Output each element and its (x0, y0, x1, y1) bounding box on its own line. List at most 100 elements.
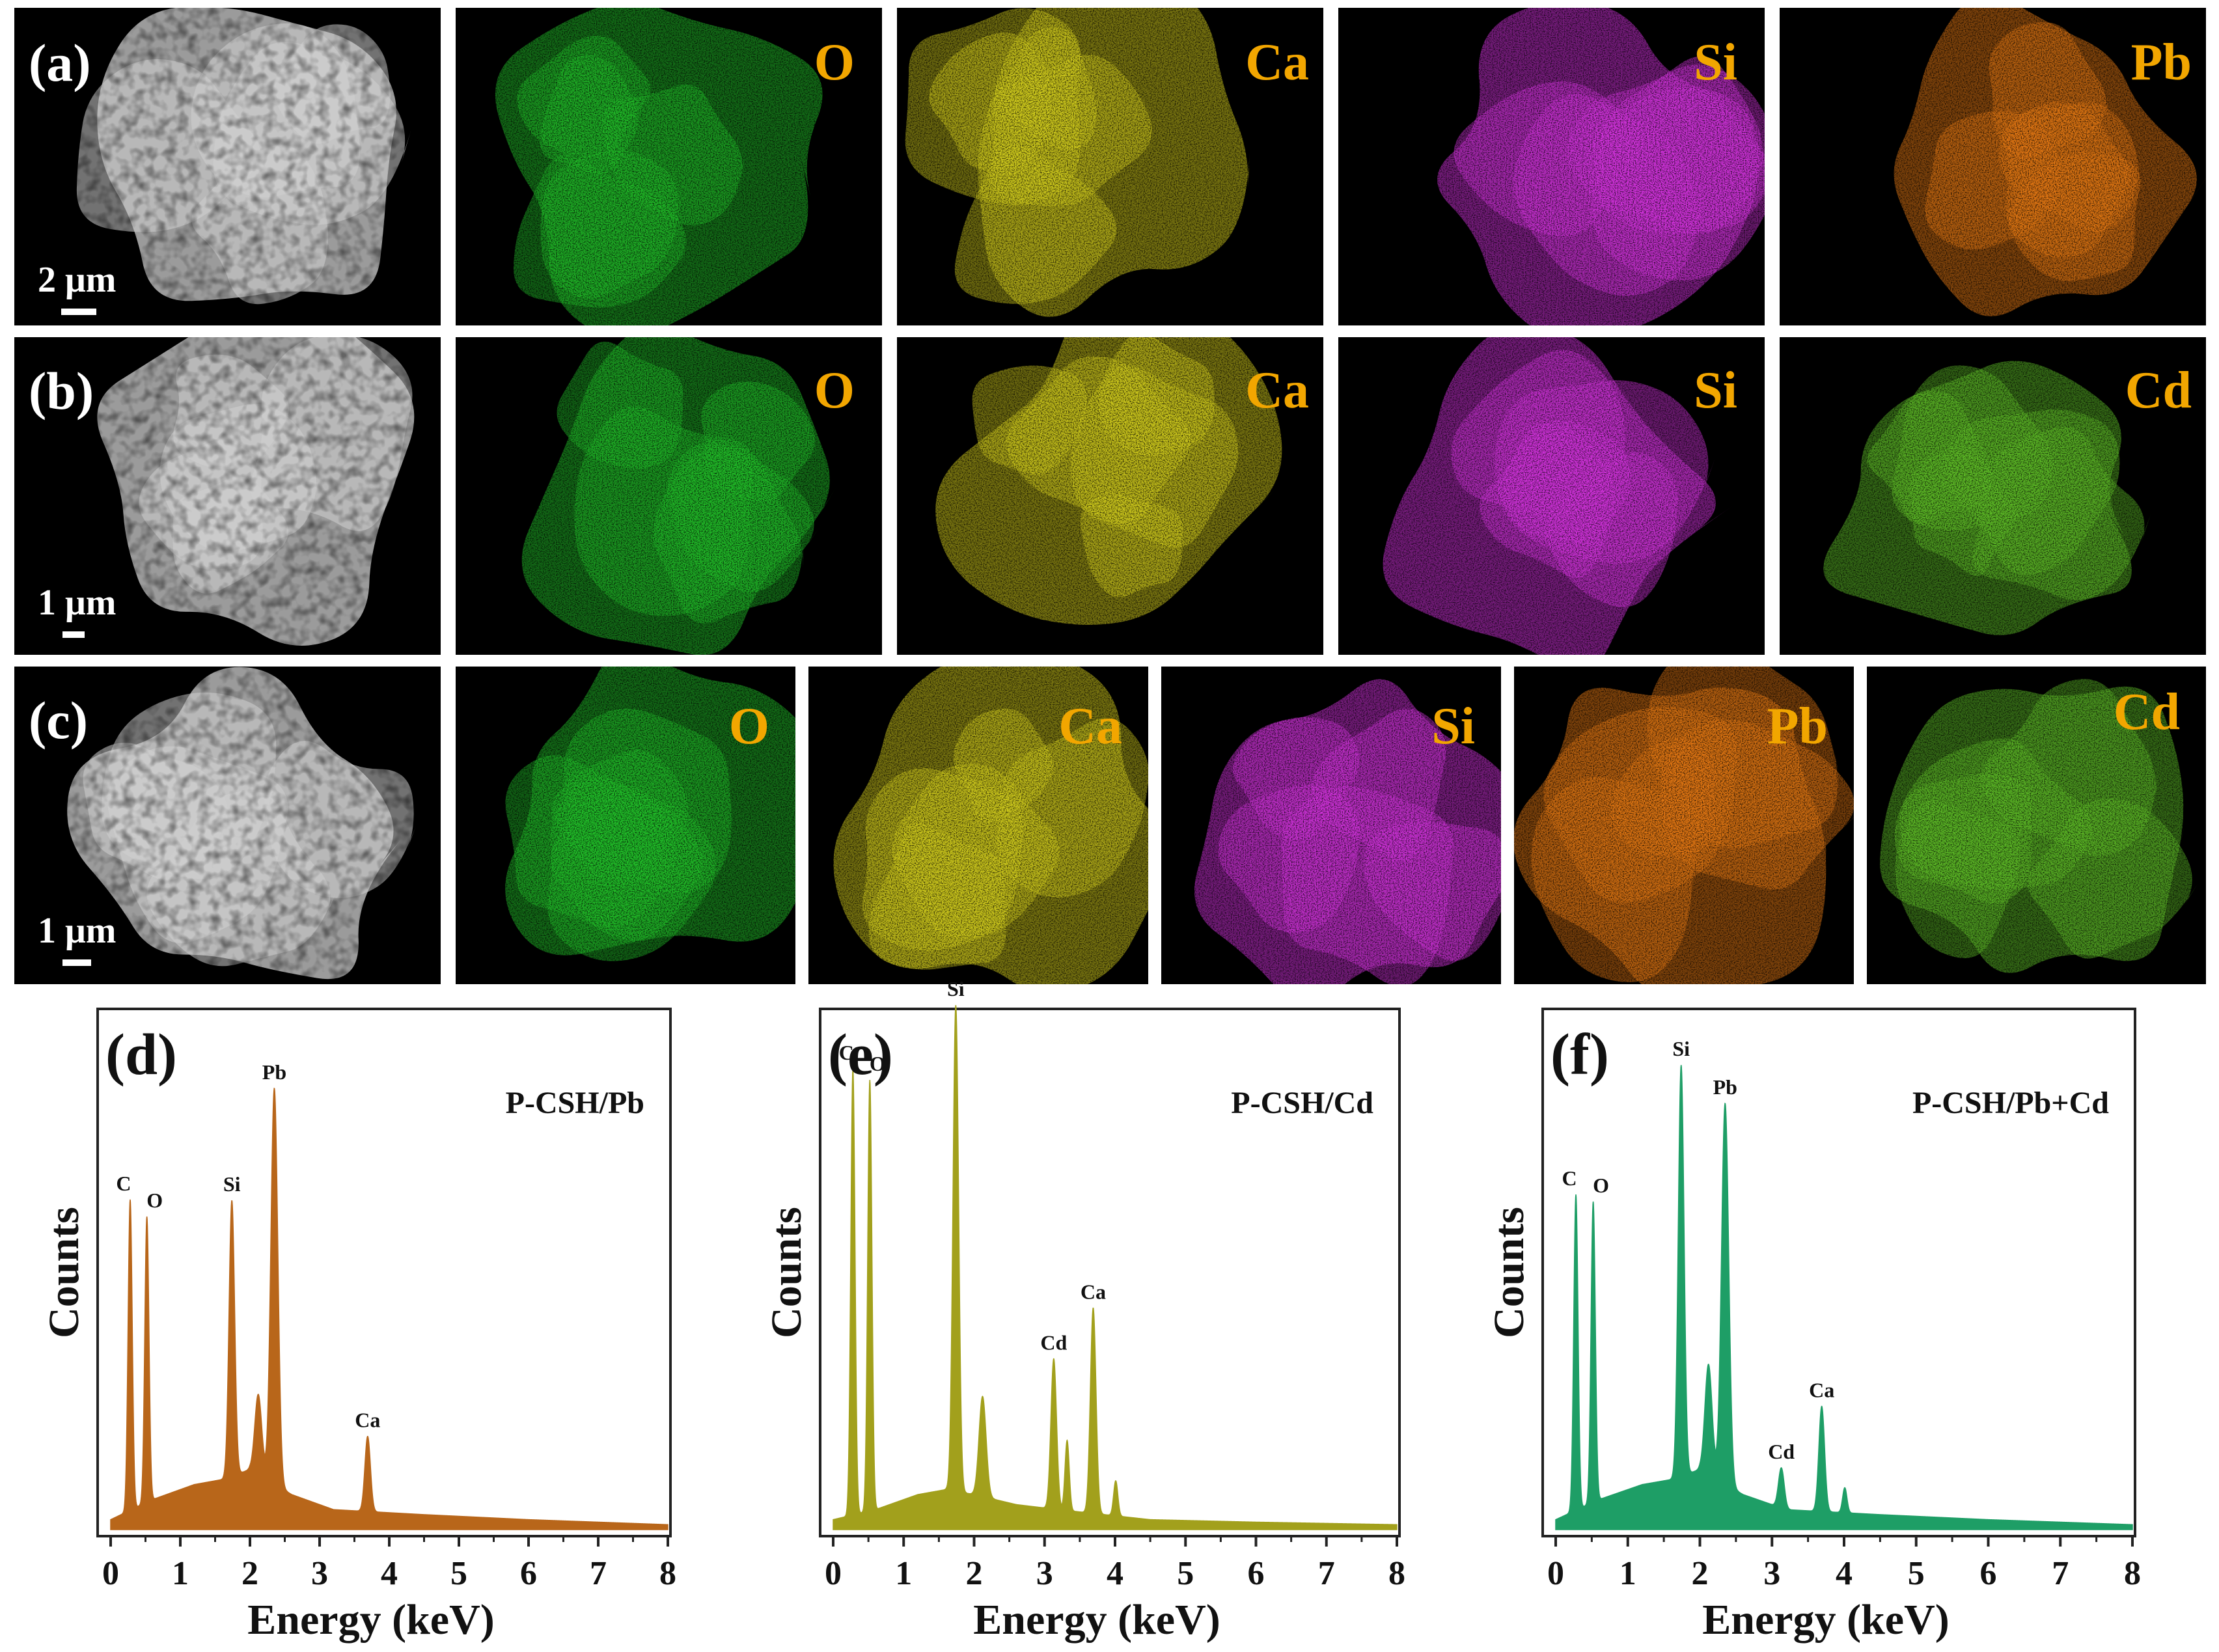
plot-frame (1541, 1008, 2136, 1537)
peak-label: O (1593, 1174, 1609, 1197)
x-tick-label: 2 (241, 1555, 258, 1592)
peak-label: Cd (1040, 1330, 1067, 1354)
peak-label: C (839, 1041, 854, 1064)
peak-label: C (1562, 1166, 1577, 1190)
elemental-map-texture (456, 337, 882, 655)
spectrum-area (833, 1005, 1398, 1530)
eds-spectrum-plot: 0 1 2 3 4 5 6 7 8 Energy (keV) Counts (e) P-CSH/Cd C O… (763, 977, 1405, 1644)
element-label-c-cd: Cd (2113, 683, 2180, 741)
elemental-map-texture (456, 667, 795, 984)
element-label-a-pb: Pb (2130, 34, 2192, 91)
element-label-b-ca: Ca (1245, 362, 1309, 419)
map-c-si: Si (1161, 667, 1501, 984)
scale-bar-b (62, 631, 85, 638)
elemental-map-texture (1338, 337, 1765, 655)
peak-label: O (870, 1052, 886, 1075)
x-tick-label: 5 (450, 1555, 467, 1592)
x-tick-label: 8 (659, 1555, 676, 1592)
element-label-b-o: O (814, 362, 855, 419)
element-label-c-o: O (728, 698, 769, 755)
panel-label: (e) (828, 1023, 893, 1087)
spectrum-title: P-CSH/Cd (1231, 1086, 1373, 1120)
peak-label: O (146, 1189, 163, 1212)
element-label-c-pb: Pb (1767, 698, 1828, 755)
map-b-cd: Cd (1780, 337, 2206, 655)
x-tick-label: 1 (172, 1555, 189, 1592)
x-tick-label: 0 (1547, 1555, 1564, 1592)
map-a-si: Si (1338, 8, 1765, 325)
element-label-a-si: Si (1694, 34, 1737, 91)
elemental-map-texture (808, 667, 1148, 984)
element-label-a-o: O (814, 34, 855, 91)
sem-texture (14, 8, 441, 325)
sem-image-b: (b) 1 μm (14, 337, 441, 655)
peak-label: Ca (1809, 1378, 1834, 1401)
eds-spectrum-f: 0 1 2 3 4 5 6 7 8 Energy (keV) Counts (f) P-CSH/Pb+C… (1465, 1002, 2213, 1647)
sem-image-c: (c) 1 μm (14, 667, 441, 984)
panel-label-c: (c) (29, 691, 89, 750)
y-axis-label: Counts (1485, 1207, 1533, 1338)
map-b-si: Si (1338, 337, 1765, 655)
x-tick-label: 8 (1388, 1555, 1405, 1592)
x-tick-label: 5 (1908, 1555, 1925, 1592)
x-tick-label: 3 (1763, 1555, 1780, 1592)
spectrum-title: P-CSH/Pb (506, 1086, 644, 1120)
spectrum-area (1555, 1065, 2133, 1530)
x-tick-label: 6 (1248, 1555, 1265, 1592)
panel-label: (f) (1551, 1023, 1609, 1087)
x-tick-label: 6 (520, 1555, 537, 1592)
eds-spectrum-plot: 0 1 2 3 4 5 6 7 8 Energy (keV) Counts (d) P-CSH/Pb CO… (40, 1008, 676, 1644)
scale-bar-c (62, 959, 91, 966)
x-tick-label: 7 (1318, 1555, 1335, 1592)
x-tick-label: 0 (102, 1555, 119, 1592)
scale-bar-label-c: 1 μm (38, 911, 117, 951)
x-tick-label: 1 (895, 1555, 912, 1592)
panel-label-a: (a) (29, 33, 91, 92)
x-tick-label: 7 (2052, 1555, 2069, 1592)
peak-label: Pb (262, 1060, 286, 1084)
x-tick-label: 2 (966, 1555, 983, 1592)
peak-label: Ca (1081, 1280, 1106, 1303)
x-axis-label: Energy (keV) (973, 1596, 1220, 1644)
peak-label: Si (223, 1172, 241, 1196)
map-b-o: O (456, 337, 882, 655)
x-tick-label: 5 (1177, 1555, 1194, 1592)
elemental-map-texture (1780, 8, 2206, 325)
x-tick-label: 4 (1107, 1555, 1123, 1592)
eds-spectrum-plot: 0 1 2 3 4 5 6 7 8 Energy (keV) Counts (f) P-CSH/Pb+C… (1485, 1008, 2141, 1644)
sem-image-a: (a) 2 μm (14, 8, 441, 325)
y-axis-label: Counts (40, 1207, 88, 1338)
peak-label: Cd (1768, 1440, 1795, 1463)
peak-label: Si (947, 977, 965, 1000)
peak-label: Pb (1713, 1075, 1737, 1099)
eds-spectrum-d: 0 1 2 3 4 5 6 7 8 Energy (keV) Counts (d) P-CSH/Pb C O… (20, 1002, 749, 1647)
map-c-cd: Cd (1867, 667, 2206, 984)
peak-label: C (116, 1172, 131, 1195)
panel-label: (d) (105, 1023, 177, 1087)
sem-texture (14, 337, 441, 655)
element-label-c-si: Si (1431, 698, 1475, 755)
panel-label-b: (b) (29, 361, 94, 420)
element-label-c-ca: Ca (1058, 698, 1122, 755)
elemental-map-texture (897, 337, 1323, 655)
elemental-map-texture (1338, 8, 1765, 325)
x-tick-label: 3 (1036, 1555, 1053, 1592)
map-a-o: O (456, 8, 882, 325)
y-axis-label: Counts (763, 1207, 810, 1338)
x-tick-label: 7 (590, 1555, 607, 1592)
element-label-a-ca: Ca (1245, 34, 1309, 91)
spectrum-area (110, 1087, 668, 1530)
scale-bar-a (61, 309, 96, 315)
peak-label: Si (1672, 1037, 1690, 1060)
x-tick-label: 6 (1980, 1555, 1997, 1592)
spectrum-title: P-CSH/Pb+Cd (1912, 1086, 2109, 1120)
eds-spectrum-e: 0 1 2 3 4 5 6 7 8 Energy (keV) Counts (e) P-CSH/Cd C O… (742, 977, 1478, 1647)
scale-bar-label-b: 1 μm (38, 583, 117, 623)
x-tick-label: 2 (1692, 1555, 1709, 1592)
scale-bar-label-a: 2 μm (38, 260, 117, 300)
elemental-map-texture (1867, 667, 2206, 984)
elemental-map-texture (456, 8, 882, 325)
x-tick-label: 4 (381, 1555, 398, 1592)
map-a-pb: Pb (1780, 8, 2206, 325)
elemental-map-texture (1780, 337, 2206, 655)
